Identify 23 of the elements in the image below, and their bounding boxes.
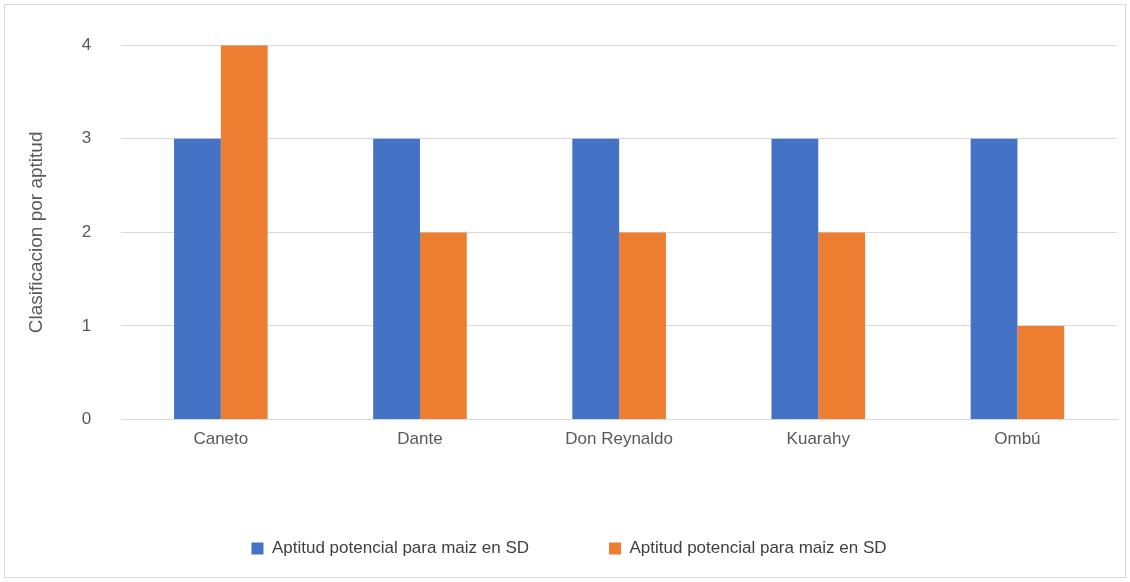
y-tick-label: 0 — [81, 409, 92, 429]
bar — [818, 232, 866, 420]
x-tick-label: Don Reynaldo — [565, 429, 673, 449]
y-tick-label: 3 — [81, 128, 92, 148]
bar — [174, 138, 221, 420]
y-tick-label: 1 — [81, 315, 92, 335]
y-axis-title: Clasificacion por aptitud — [24, 131, 46, 334]
bar — [1017, 326, 1065, 420]
x-tick-label: Caneto — [193, 429, 249, 449]
y-tick-label: 2 — [81, 222, 92, 242]
bar — [970, 138, 1018, 420]
bar — [771, 138, 819, 420]
bar — [419, 232, 467, 420]
x-tick-label: Dante — [397, 429, 443, 449]
x-tick-label: Ombú — [994, 429, 1041, 449]
legend-label: Aptitud potencial para maiz en SD — [271, 538, 530, 558]
legend-label: Aptitud potencial para maiz en SD — [629, 538, 887, 558]
bar — [220, 45, 268, 420]
bar — [572, 138, 620, 420]
bar — [619, 232, 666, 420]
x-tick-label: Kuarahy — [786, 429, 851, 449]
y-tick-label: 4 — [81, 34, 92, 54]
bar — [373, 138, 420, 420]
